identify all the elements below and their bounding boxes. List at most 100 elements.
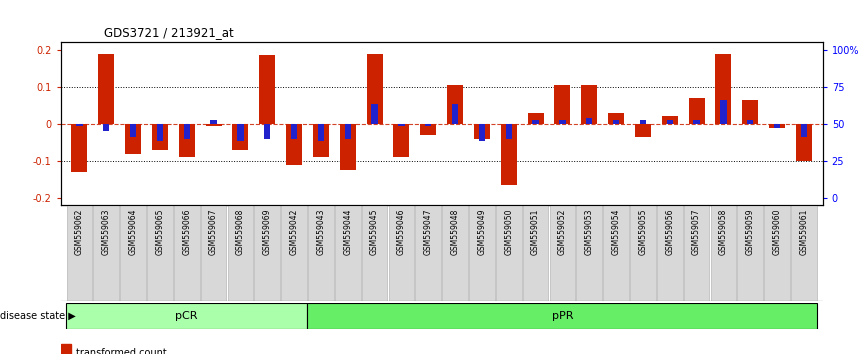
FancyBboxPatch shape bbox=[201, 205, 226, 301]
Text: GSM559068: GSM559068 bbox=[236, 208, 245, 255]
FancyBboxPatch shape bbox=[496, 205, 521, 301]
Text: pPR: pPR bbox=[552, 311, 573, 321]
Bar bbox=[801, 124, 807, 137]
FancyBboxPatch shape bbox=[657, 205, 682, 301]
Text: GSM559057: GSM559057 bbox=[692, 208, 701, 255]
Bar bbox=[205, 124, 222, 126]
Bar bbox=[769, 124, 785, 127]
Bar bbox=[474, 124, 490, 139]
Text: GSM559054: GSM559054 bbox=[611, 208, 621, 255]
Bar bbox=[452, 104, 458, 124]
Text: GSM559058: GSM559058 bbox=[719, 208, 728, 255]
FancyBboxPatch shape bbox=[174, 205, 200, 301]
Text: GSM559067: GSM559067 bbox=[209, 208, 218, 255]
Bar bbox=[71, 124, 87, 172]
Bar bbox=[210, 120, 216, 124]
Text: GSM559063: GSM559063 bbox=[101, 208, 111, 255]
FancyBboxPatch shape bbox=[67, 205, 93, 301]
FancyBboxPatch shape bbox=[389, 205, 414, 301]
Bar bbox=[586, 118, 592, 124]
FancyBboxPatch shape bbox=[683, 205, 709, 301]
Bar bbox=[259, 56, 275, 124]
Text: GSM559061: GSM559061 bbox=[799, 208, 809, 255]
Bar bbox=[721, 100, 727, 124]
Text: GSM559059: GSM559059 bbox=[746, 208, 755, 255]
FancyBboxPatch shape bbox=[737, 205, 763, 301]
Bar bbox=[339, 124, 356, 170]
Bar bbox=[640, 120, 646, 124]
FancyBboxPatch shape bbox=[604, 205, 629, 301]
Text: GSM559065: GSM559065 bbox=[155, 208, 165, 255]
Text: disease state ▶: disease state ▶ bbox=[0, 311, 75, 321]
Bar bbox=[581, 85, 598, 124]
Bar bbox=[796, 124, 812, 161]
Bar bbox=[694, 120, 700, 124]
Bar bbox=[291, 124, 297, 139]
Text: GSM559042: GSM559042 bbox=[289, 208, 299, 255]
Text: GSM559043: GSM559043 bbox=[316, 208, 326, 255]
Bar bbox=[747, 120, 753, 124]
Bar bbox=[398, 124, 404, 126]
Bar bbox=[662, 116, 678, 124]
Bar bbox=[559, 120, 565, 124]
FancyBboxPatch shape bbox=[469, 205, 494, 301]
FancyBboxPatch shape bbox=[710, 205, 736, 301]
FancyBboxPatch shape bbox=[416, 205, 441, 301]
Text: GSM559055: GSM559055 bbox=[638, 208, 648, 255]
Bar bbox=[393, 124, 410, 157]
FancyBboxPatch shape bbox=[147, 205, 173, 301]
FancyBboxPatch shape bbox=[66, 303, 307, 329]
Bar bbox=[366, 53, 383, 124]
Bar bbox=[152, 124, 168, 150]
Bar bbox=[774, 124, 780, 127]
FancyBboxPatch shape bbox=[523, 205, 548, 301]
Bar bbox=[613, 120, 619, 124]
Bar bbox=[425, 124, 431, 126]
FancyBboxPatch shape bbox=[120, 205, 146, 301]
FancyBboxPatch shape bbox=[94, 205, 120, 301]
Text: GSM559047: GSM559047 bbox=[423, 208, 433, 255]
FancyBboxPatch shape bbox=[228, 205, 253, 301]
Text: GSM559066: GSM559066 bbox=[182, 208, 191, 255]
Text: GSM559051: GSM559051 bbox=[531, 208, 540, 255]
Text: GSM559050: GSM559050 bbox=[504, 208, 514, 255]
Text: GDS3721 / 213921_at: GDS3721 / 213921_at bbox=[104, 26, 234, 39]
Text: GSM559049: GSM559049 bbox=[477, 208, 487, 255]
Text: GSM559053: GSM559053 bbox=[585, 208, 594, 255]
Bar bbox=[608, 113, 624, 124]
Bar bbox=[130, 124, 136, 137]
Bar bbox=[667, 120, 673, 124]
Text: GSM559046: GSM559046 bbox=[397, 208, 406, 255]
Text: GSM559052: GSM559052 bbox=[558, 208, 567, 255]
Bar bbox=[103, 124, 109, 131]
Bar bbox=[61, 343, 71, 354]
Bar bbox=[264, 124, 270, 139]
FancyBboxPatch shape bbox=[335, 205, 360, 301]
Bar bbox=[232, 124, 249, 150]
Text: transformed count: transformed count bbox=[76, 348, 166, 354]
Text: pCR: pCR bbox=[176, 311, 198, 321]
Bar bbox=[98, 53, 114, 124]
FancyBboxPatch shape bbox=[577, 205, 602, 301]
FancyBboxPatch shape bbox=[255, 205, 280, 301]
Text: GSM559044: GSM559044 bbox=[343, 208, 352, 255]
Bar bbox=[178, 124, 195, 157]
Bar bbox=[184, 124, 190, 139]
Bar bbox=[313, 124, 329, 157]
Bar bbox=[318, 124, 324, 141]
FancyBboxPatch shape bbox=[362, 205, 387, 301]
Bar bbox=[76, 124, 82, 126]
Bar bbox=[125, 124, 141, 154]
Text: GSM559062: GSM559062 bbox=[74, 208, 84, 255]
FancyBboxPatch shape bbox=[307, 303, 818, 329]
Bar bbox=[372, 104, 378, 124]
Bar bbox=[527, 113, 544, 124]
Bar bbox=[742, 100, 759, 124]
Bar bbox=[479, 124, 485, 141]
Text: GSM559069: GSM559069 bbox=[262, 208, 272, 255]
FancyBboxPatch shape bbox=[550, 205, 575, 301]
Bar bbox=[237, 124, 243, 141]
FancyBboxPatch shape bbox=[308, 205, 333, 301]
FancyBboxPatch shape bbox=[791, 205, 817, 301]
Text: GSM559048: GSM559048 bbox=[450, 208, 460, 255]
